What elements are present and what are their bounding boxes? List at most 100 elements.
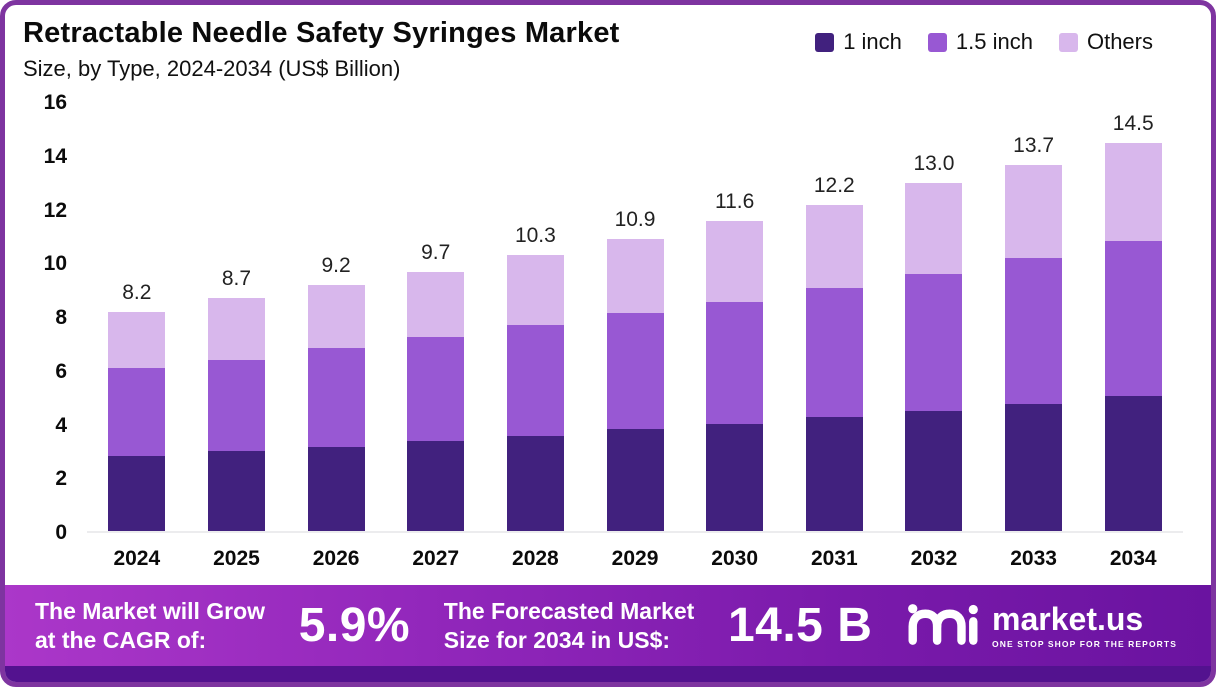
bar-segment-1-5-inch — [207, 359, 265, 451]
bar-segment-1-5-inch — [307, 347, 365, 447]
plot-area: 8.2 8.7 9.2 9.7 10.3 10.9 11.6 12.2 13.0 13.7 14.5 — [87, 103, 1183, 533]
bar-segment-1-inch — [706, 423, 764, 531]
bar-segment-1-inch — [1005, 403, 1063, 531]
bar-group: 10.9 — [585, 103, 685, 531]
legend-swatch-icon — [927, 32, 947, 52]
bar-segment-1-5-inch — [1104, 240, 1162, 396]
y-tick-label: 6 — [55, 359, 67, 383]
footer-banner: The Market will Grow at the CAGR of: 5.9… — [5, 585, 1211, 682]
bar-group: 8.2 — [87, 103, 187, 531]
footer-main: The Market will Grow at the CAGR of: 5.9… — [5, 585, 1211, 666]
bar-segment-1-5-inch — [407, 337, 465, 442]
legend-label: Others — [1086, 29, 1153, 54]
legend: 1 inch 1.5 inch Others — [815, 29, 1153, 55]
bar-total-label: 13.0 — [913, 152, 955, 176]
bar-segment-1-inch — [506, 436, 564, 531]
legend-swatch-icon — [1058, 32, 1078, 52]
bar-segment-others — [1104, 143, 1162, 241]
forecast-value: 14.5 B — [727, 599, 873, 652]
bar-group: 8.7 — [187, 103, 287, 531]
bar-segment-1-inch — [307, 446, 365, 531]
bar-segment-others — [706, 220, 764, 303]
market-us-logo-icon — [906, 598, 980, 653]
bar-segment-1-5-inch — [805, 287, 863, 418]
brand-name: market.us — [992, 600, 1144, 637]
y-axis: 0 2 4 6 8 10 12 14 16 — [5, 91, 87, 544]
legend-label: 1.5 inch — [955, 29, 1033, 54]
bar-group: 14.5 — [1083, 103, 1183, 531]
stacked-bar: 13.7 — [1005, 134, 1063, 531]
bar-group: 9.7 — [386, 103, 486, 531]
brand-text: market.us ONE STOP SHOP FOR THE REPORTS — [992, 603, 1177, 649]
stacked-bar: 13.0 — [905, 152, 963, 531]
bar-segment-1-inch — [905, 410, 963, 531]
bar-segment-others — [1005, 164, 1063, 259]
y-tick-label: 10 — [43, 252, 67, 276]
cagr-label-line2: at the CAGR of: — [35, 626, 207, 653]
y-tick-label: 2 — [55, 467, 67, 491]
stacked-bar: 12.2 — [805, 174, 863, 531]
bar-segment-1-inch — [805, 417, 863, 531]
bar-total-label: 12.2 — [813, 173, 855, 197]
legend-item: Others — [1058, 29, 1153, 55]
bar-group: 9.2 — [286, 103, 386, 531]
bar-group: 12.2 — [784, 103, 884, 531]
plot-region: 0 2 4 6 8 10 12 14 16 8.2 8.7 9.2 9.7 10.3 10.9 11.6 12… — [5, 91, 1211, 544]
x-axis-label: 2027 — [412, 547, 460, 570]
bars: 8.2 8.7 9.2 9.7 10.3 10.9 11.6 12.2 13.0 13.7 14.5 — [87, 103, 1183, 531]
bar-segment-1-inch — [606, 429, 664, 531]
x-axis-label: 2026 — [312, 547, 360, 570]
x-axis-label: 2030 — [711, 547, 759, 570]
bar-total-label: 9.7 — [421, 240, 451, 264]
bar-segment-1-inch — [108, 456, 166, 531]
bar-total-label: 10.3 — [514, 224, 556, 248]
bar-segment-1-inch — [1104, 395, 1162, 531]
bar-segment-1-5-inch — [108, 367, 166, 457]
legend-item: 1.5 inch — [927, 29, 1033, 55]
bar-segment-others — [506, 255, 564, 326]
x-axis-label: 2031 — [810, 547, 858, 570]
chart-subtitle: Size, by Type, 2024-2034 (US$ Billion) — [23, 56, 401, 81]
bar-total-label: 13.7 — [1013, 133, 1055, 157]
stacked-bar: 9.2 — [307, 254, 365, 531]
cagr-value: 5.9% — [298, 599, 411, 652]
footer-bottom-strip — [5, 666, 1211, 682]
y-tick-label: 12 — [43, 198, 67, 222]
x-axis-label: 2029 — [611, 547, 659, 570]
x-axis-label: 2034 — [1109, 547, 1157, 570]
stacked-bar: 10.9 — [606, 208, 664, 531]
bar-segment-1-5-inch — [706, 302, 764, 424]
bar-segment-others — [207, 298, 265, 360]
bar-segment-1-inch — [207, 450, 265, 531]
stacked-bar: 8.7 — [207, 267, 265, 531]
x-axis-label: 2025 — [213, 547, 260, 570]
y-tick-label: 0 — [55, 521, 67, 544]
bar-total-label: 11.6 — [714, 189, 755, 213]
stacked-bar: 11.6 — [706, 190, 764, 531]
bar-total-label: 10.9 — [614, 208, 656, 232]
bar-group: 10.3 — [486, 103, 586, 531]
forecast-label: The Forecasted Market Size for 2034 in U… — [444, 597, 695, 653]
cagr-label: The Market will Grow at the CAGR of: — [35, 597, 265, 653]
y-tick-label: 4 — [55, 413, 67, 437]
bar-segment-1-5-inch — [606, 312, 664, 430]
bar-segment-others — [606, 239, 664, 313]
bar-total-label: 14.5 — [1112, 112, 1154, 136]
stacked-bar: 14.5 — [1104, 112, 1162, 531]
bar-total-label: 9.2 — [321, 253, 351, 277]
bar-group: 11.6 — [685, 103, 785, 531]
brand-tagline: ONE STOP SHOP FOR THE REPORTS — [992, 638, 1177, 649]
legend-swatch-icon — [815, 32, 835, 52]
x-axis-label: 2033 — [1010, 547, 1057, 570]
bar-segment-others — [407, 271, 465, 338]
bar-segment-1-5-inch — [506, 325, 564, 437]
legend-item: 1 inch — [815, 29, 902, 55]
x-axis-label: 2024 — [113, 547, 161, 570]
x-axis-labels: 2024 2025 2026 2027 2028 2029 2030 2031 2032 2033… — [87, 533, 1211, 585]
cagr-label-line1: The Market will Grow — [35, 598, 266, 625]
bar-segment-others — [108, 311, 166, 368]
bar-segment-1-inch — [407, 441, 465, 531]
bar-segment-others — [307, 284, 365, 348]
forecast-label-line1: The Forecasted Market — [443, 598, 695, 625]
